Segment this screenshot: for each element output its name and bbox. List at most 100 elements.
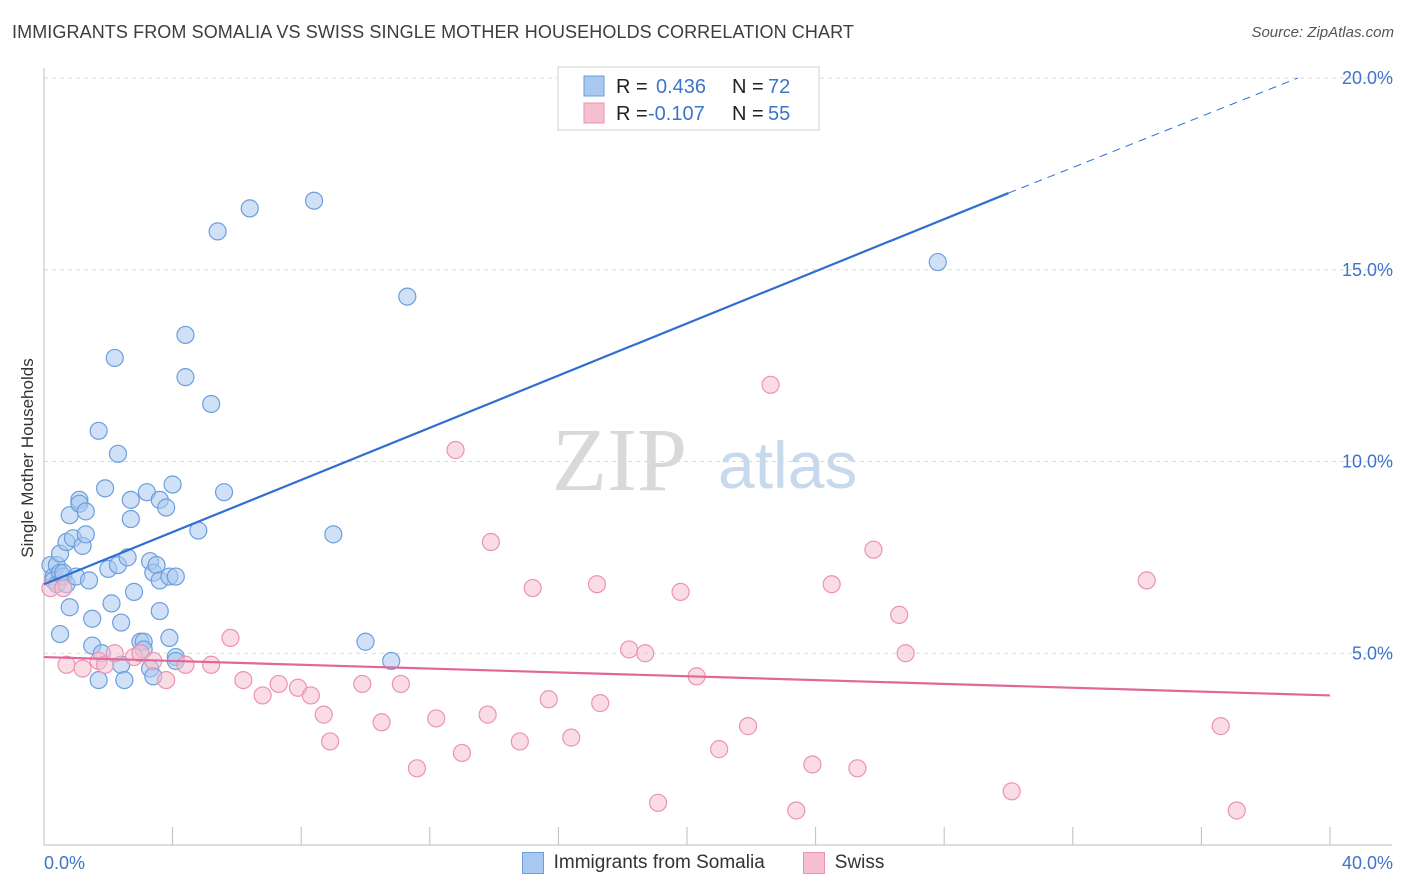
swiss-point[interactable] (648, 793, 668, 812)
somalia-point[interactable] (176, 325, 195, 345)
swiss-point[interactable] (314, 705, 333, 724)
swiss-point[interactable] (481, 532, 500, 552)
swiss-point[interactable] (523, 578, 542, 598)
swiss-point[interactable] (510, 732, 529, 751)
swiss-point[interactable] (253, 686, 272, 705)
somalia-point[interactable] (95, 479, 115, 498)
swiss-point[interactable] (452, 743, 472, 763)
swiss-point[interactable] (105, 644, 124, 663)
somalia-point[interactable] (76, 502, 95, 521)
somalia-point[interactable] (89, 670, 108, 690)
somalia-point[interactable] (76, 525, 95, 544)
somalia-point[interactable] (112, 613, 131, 632)
watermark-atlas: atlas (718, 428, 857, 502)
swiss-point[interactable] (446, 440, 465, 460)
swiss-point[interactable] (636, 644, 655, 663)
swiss-point[interactable] (738, 717, 758, 736)
somalia-point[interactable] (176, 368, 195, 387)
swiss-point[interactable] (176, 655, 195, 674)
swiss-point[interactable] (1211, 717, 1230, 736)
somalia-point[interactable] (163, 475, 182, 494)
swiss-point[interactable] (803, 755, 822, 774)
somalia-point[interactable] (160, 628, 179, 648)
legend-r-value-somalia: 0.436 (656, 76, 706, 98)
somalia-point[interactable] (105, 348, 124, 368)
swiss-point[interactable] (1227, 801, 1246, 820)
swiss-point[interactable] (671, 582, 690, 601)
swiss-point[interactable] (1137, 571, 1156, 590)
swiss-point[interactable] (73, 659, 92, 678)
y-tick-label: 20.0% (1342, 68, 1393, 88)
somalia-trend-extension (1008, 77, 1299, 194)
somalia-point[interactable] (157, 498, 176, 517)
y-tick-label: 15.0% (1342, 260, 1393, 280)
swiss-point[interactable] (234, 670, 253, 690)
swiss-point[interactable] (562, 728, 581, 747)
swiss-point[interactable] (896, 644, 915, 663)
somalia-point[interactable] (121, 509, 140, 529)
swiss-point[interactable] (157, 670, 176, 690)
swiss-point[interactable] (848, 759, 867, 778)
swiss-point[interactable] (221, 628, 240, 648)
swiss-point[interactable] (353, 674, 372, 694)
somalia-point[interactable] (356, 632, 375, 651)
swiss-point[interactable] (620, 640, 639, 659)
somalia-point[interactable] (124, 582, 144, 601)
swiss-point[interactable] (407, 759, 427, 778)
somalia-point[interactable] (240, 199, 259, 218)
swiss-point[interactable] (1002, 782, 1021, 801)
y-tick-labels: 5.0% 10.0% 15.0% 20.0% (1342, 68, 1393, 663)
somalia-point[interactable] (324, 525, 343, 544)
swiss-point[interactable] (822, 575, 841, 594)
somalia-point[interactable] (89, 421, 108, 440)
swiss-point[interactable] (269, 674, 288, 694)
swiss-point[interactable] (539, 690, 558, 709)
series-swiss-points (41, 375, 1246, 820)
swiss-point[interactable] (710, 740, 729, 759)
swiss-point[interactable] (890, 605, 909, 625)
swiss-point[interactable] (587, 575, 607, 594)
swiss-point[interactable] (864, 540, 883, 559)
legend-label-somalia: Immigrants from Somalia (553, 852, 765, 873)
legend-r-label-swiss: R = (616, 103, 648, 125)
somalia-point[interactable] (83, 609, 102, 628)
somalia-point[interactable] (382, 651, 401, 671)
somalia-point[interactable] (50, 624, 70, 644)
legend-item-somalia[interactable]: Immigrants from Somalia (521, 852, 765, 874)
somalia-point[interactable] (208, 222, 227, 241)
swiss-point[interactable] (427, 709, 446, 728)
somalia-point[interactable] (398, 287, 417, 306)
swiss-point[interactable] (301, 686, 320, 705)
swiss-point[interactable] (372, 713, 391, 732)
somalia-point[interactable] (928, 252, 947, 272)
somalia-point[interactable] (202, 394, 221, 414)
somalia-point[interactable] (102, 594, 121, 613)
swiss-point[interactable] (761, 375, 780, 394)
somalia-point[interactable] (121, 490, 140, 509)
legend-r-value-swiss: -0.107 (648, 103, 705, 125)
somalia-point[interactable] (150, 601, 169, 621)
somalia-point[interactable] (60, 598, 79, 617)
somalia-trend-line (43, 192, 1009, 586)
somalia-point[interactable] (108, 444, 128, 463)
somalia-point[interactable] (304, 191, 324, 210)
chart-title: IMMIGRANTS FROM SOMALIA VS SWISS SINGLE … (12, 22, 854, 42)
legend-swatch-swiss (583, 102, 605, 124)
somalia-point[interactable] (166, 567, 185, 586)
swiss-point[interactable] (202, 655, 221, 674)
swiss-point[interactable] (478, 705, 497, 724)
y-tick-label: 5.0% (1352, 643, 1393, 663)
somalia-point[interactable] (115, 670, 134, 690)
swiss-point[interactable] (54, 578, 73, 598)
legend-item-swiss[interactable]: Swiss (802, 852, 884, 874)
swiss-point[interactable] (321, 732, 340, 751)
somalia-point[interactable] (79, 571, 99, 590)
series-somalia-points (41, 191, 947, 690)
swiss-trend-line (43, 655, 1331, 697)
somalia-point[interactable] (214, 483, 234, 502)
swiss-point[interactable] (591, 694, 610, 713)
swiss-point[interactable] (391, 674, 410, 694)
gridlines (44, 77, 1392, 654)
swiss-point[interactable] (787, 801, 806, 820)
